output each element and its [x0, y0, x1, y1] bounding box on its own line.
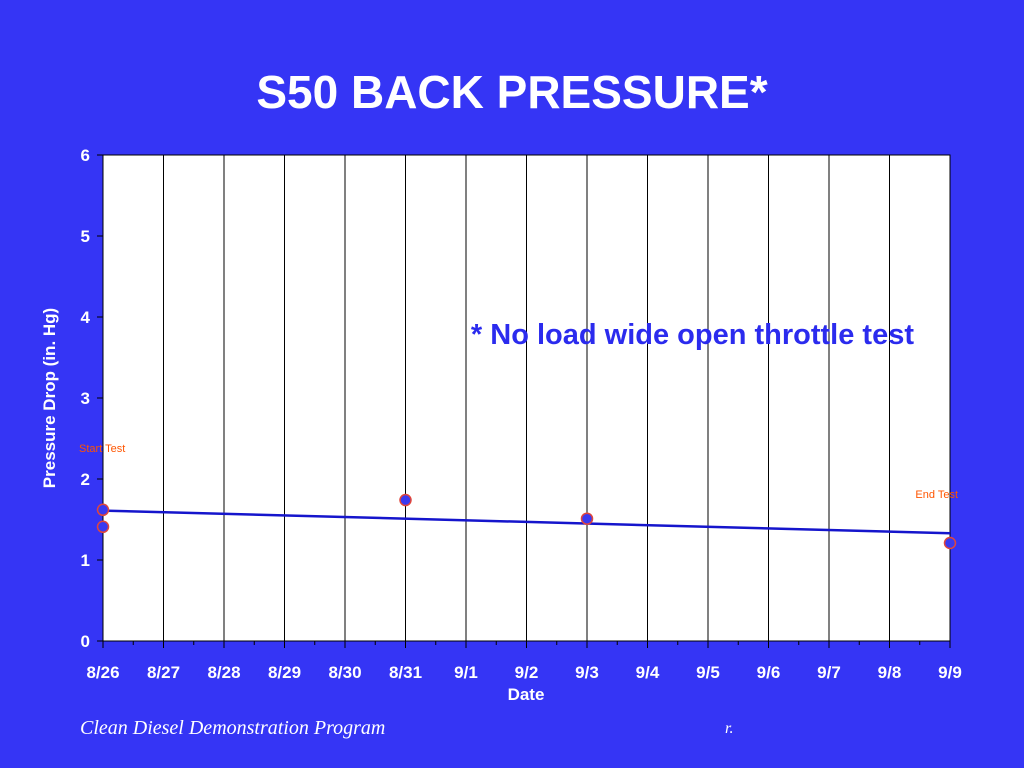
y-tick-label: 3 [81, 389, 90, 408]
page-title: S50 BACK PRESSURE* [256, 66, 768, 118]
x-axis-label: Date [508, 685, 545, 704]
data-point [96, 503, 110, 517]
x-tick-label: 9/6 [757, 663, 781, 682]
y-tick-labels: 0 1 2 3 4 5 6 [81, 146, 91, 651]
footer-mark: r. [725, 720, 734, 737]
x-tick-label: 9/7 [817, 663, 841, 682]
x-tick-label: 8/29 [268, 663, 301, 682]
x-tick-label: 8/27 [147, 663, 180, 682]
y-tick-label: 6 [81, 146, 90, 165]
x-tick-label: 9/1 [454, 663, 478, 682]
annotation-note: * No load wide open throttle test [471, 319, 914, 351]
annotation-end-test: End Test [915, 489, 958, 501]
x-tick-labels: 8/26 8/27 8/28 8/29 8/30 8/31 9/1 9/2 9/3 9/4 9/5 9… [86, 663, 961, 682]
y-axis-label: Pressure Drop (in. Hg) [40, 308, 59, 488]
x-tick-label: 9/2 [515, 663, 539, 682]
data-points [96, 493, 957, 550]
trendline [102, 509, 951, 535]
x-tick-label: 9/8 [878, 663, 902, 682]
x-tick-label: 9/3 [575, 663, 599, 682]
x-tick-label: 8/26 [86, 663, 119, 682]
data-point [399, 493, 412, 507]
data-point [580, 512, 594, 525]
x-tick-label: 9/5 [696, 663, 720, 682]
data-point [96, 520, 110, 534]
axes [97, 154, 951, 648]
y-tick-label: 4 [81, 308, 91, 327]
grid-lines [163, 155, 951, 641]
footer-program-name: Clean Diesel Demonstration Program [80, 717, 386, 739]
x-tick-label: 8/30 [328, 663, 361, 682]
y-tick-label: 0 [81, 632, 90, 651]
data-point [943, 536, 957, 550]
annotation-start-test: Start Test [79, 443, 125, 455]
x-tick-label: 8/28 [207, 663, 240, 682]
y-tick-label: 1 [81, 551, 90, 570]
x-tick-label: 8/31 [389, 663, 422, 682]
x-tick-label: 9/4 [636, 663, 660, 682]
y-tick-label: 5 [81, 227, 90, 246]
x-tick-label: 9/9 [938, 663, 962, 682]
y-tick-label: 2 [81, 470, 90, 489]
